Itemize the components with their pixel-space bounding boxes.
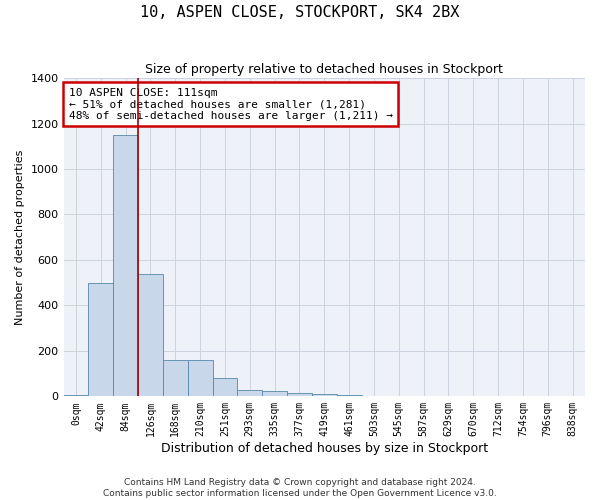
Bar — [238, 390, 262, 396]
Y-axis label: Number of detached properties: Number of detached properties — [15, 150, 25, 325]
Bar — [287, 393, 312, 396]
Text: 10 ASPEN CLOSE: 111sqm
← 51% of detached houses are smaller (1,281)
48% of semi-: 10 ASPEN CLOSE: 111sqm ← 51% of detached… — [69, 88, 393, 121]
Bar — [262, 392, 287, 396]
X-axis label: Distribution of detached houses by size in Stockport: Distribution of detached houses by size … — [161, 442, 488, 455]
Bar — [88, 282, 113, 397]
Text: 10, ASPEN CLOSE, STOCKPORT, SK4 2BX: 10, ASPEN CLOSE, STOCKPORT, SK4 2BX — [140, 5, 460, 20]
Bar — [113, 135, 138, 396]
Bar — [138, 274, 163, 396]
Bar — [312, 394, 337, 396]
Bar — [188, 360, 212, 397]
Title: Size of property relative to detached houses in Stockport: Size of property relative to detached ho… — [145, 62, 503, 76]
Bar — [163, 360, 188, 397]
Bar — [212, 378, 238, 396]
Text: Contains HM Land Registry data © Crown copyright and database right 2024.
Contai: Contains HM Land Registry data © Crown c… — [103, 478, 497, 498]
